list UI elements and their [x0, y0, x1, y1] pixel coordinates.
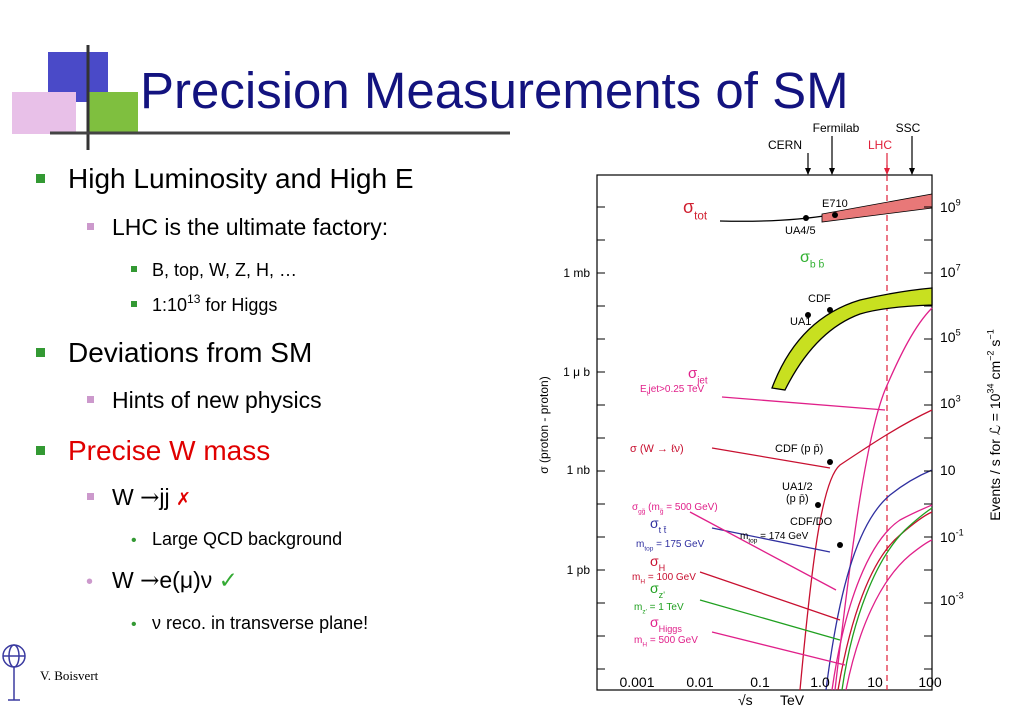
y-left-tick: 1 μ b — [563, 365, 590, 379]
curve-label: σHiggs — [650, 614, 682, 634]
curve-label: σtot — [683, 197, 708, 222]
arrow-head — [805, 168, 811, 175]
y-right-tick: 107 — [940, 263, 961, 280]
top-label: SSC — [896, 121, 921, 135]
curve-label: CDF (p p̄) — [775, 443, 823, 455]
y-left-tick: 1 nb — [567, 463, 591, 477]
top-label: Fermilab — [813, 121, 860, 135]
y-left-tick: 1 mb — [563, 266, 590, 280]
bullet: Precise W mass — [68, 435, 270, 466]
curve-label: σt t̄ — [650, 515, 667, 535]
cross-section-figure: CERN Fermilab LHC SSC 1 mb 1 μ b 1 nb 1 pb σ (pr… — [512, 118, 1023, 708]
dot: • — [86, 571, 93, 593]
y-right-tick: 105 — [940, 328, 961, 345]
curve-label: (p p̄) — [786, 493, 809, 505]
bullet: W →e(μ)ν ✓ — [112, 567, 238, 594]
curve-label: mz' = 1 TeV — [634, 602, 684, 616]
x-tick: 0.1 — [750, 674, 770, 690]
bullet: Hints of new physics — [112, 387, 322, 413]
y-left-label: σ (proton - proton) — [537, 376, 551, 473]
top-label: CERN — [768, 138, 802, 152]
curve-label: UA4/5 — [785, 225, 816, 237]
bullet: W →jj ✗ — [112, 484, 191, 511]
arrow-head — [829, 168, 835, 175]
curve-label: σb b̄ — [800, 249, 825, 271]
curve-label: σ (W → ℓν) — [630, 443, 684, 455]
curve-label: Etjet>0.25 TeV — [640, 384, 705, 398]
curve-label: CDF — [808, 293, 831, 305]
dot: • — [131, 532, 137, 549]
curve-label: σz' — [650, 580, 665, 600]
logo — [12, 45, 510, 150]
y-left-tick: 1 pb — [567, 563, 591, 577]
arrow-head — [884, 168, 890, 175]
bullets: High Luminosity and High E LHC is the ul… — [36, 163, 414, 633]
bullet: B, top, W, Z, H, … — [152, 260, 297, 280]
y-right-tick: 10-1 — [940, 528, 964, 545]
y-right-tick: 109 — [940, 198, 961, 215]
bullet: Large QCD background — [152, 529, 342, 549]
dot: • — [131, 616, 137, 633]
x-label: √s — [738, 692, 753, 708]
curve-label: mtop = 174 GeV — [740, 531, 809, 545]
curve-label: σH — [650, 553, 665, 573]
bullet: LHC is the ultimate factory: — [112, 214, 388, 240]
bullet: Deviations from SM — [68, 337, 312, 368]
curve-label: mtop = 175 GeV — [636, 539, 705, 553]
y-right-tick: 10-3 — [940, 591, 964, 608]
y-right-tick: 10 — [940, 462, 956, 478]
curve-label: CDF/DO — [790, 516, 833, 528]
y-right-label: Events / s for ℒ = 1034 cm−2 s−1 — [986, 329, 1003, 521]
title: Precision Measurements of SM — [140, 62, 849, 119]
curve-label: σgg̃ (mg̃ = 500 GeV) — [632, 502, 718, 516]
bullet: 1:1013 for Higgs — [152, 292, 277, 315]
y-right-tick: 103 — [940, 394, 961, 411]
bullet: High Luminosity and High E — [68, 163, 414, 194]
curve-label: UA1/2 — [782, 481, 813, 493]
arrow-head — [909, 168, 915, 175]
top-label: LHC — [868, 138, 892, 152]
footer-logo — [2, 644, 26, 701]
footer: V. Boisvert — [40, 668, 99, 683]
x-tick: 10 — [867, 674, 883, 690]
curve-label: mH = 100 GeV — [632, 572, 696, 586]
x-tick: 100 — [918, 674, 942, 690]
x-tick: 1.0 — [810, 674, 830, 690]
curve-label: E710 — [822, 198, 848, 210]
curve-label: σjet — [688, 365, 708, 386]
x-tick: 0.001 — [619, 674, 654, 690]
x-label: TeV — [780, 692, 805, 708]
curve-label: mH = 500 GeV — [634, 635, 698, 649]
curve-label: UA1 — [790, 316, 811, 328]
x-tick: 0.01 — [686, 674, 713, 690]
bullet: ν reco. in transverse plane! — [152, 613, 368, 633]
